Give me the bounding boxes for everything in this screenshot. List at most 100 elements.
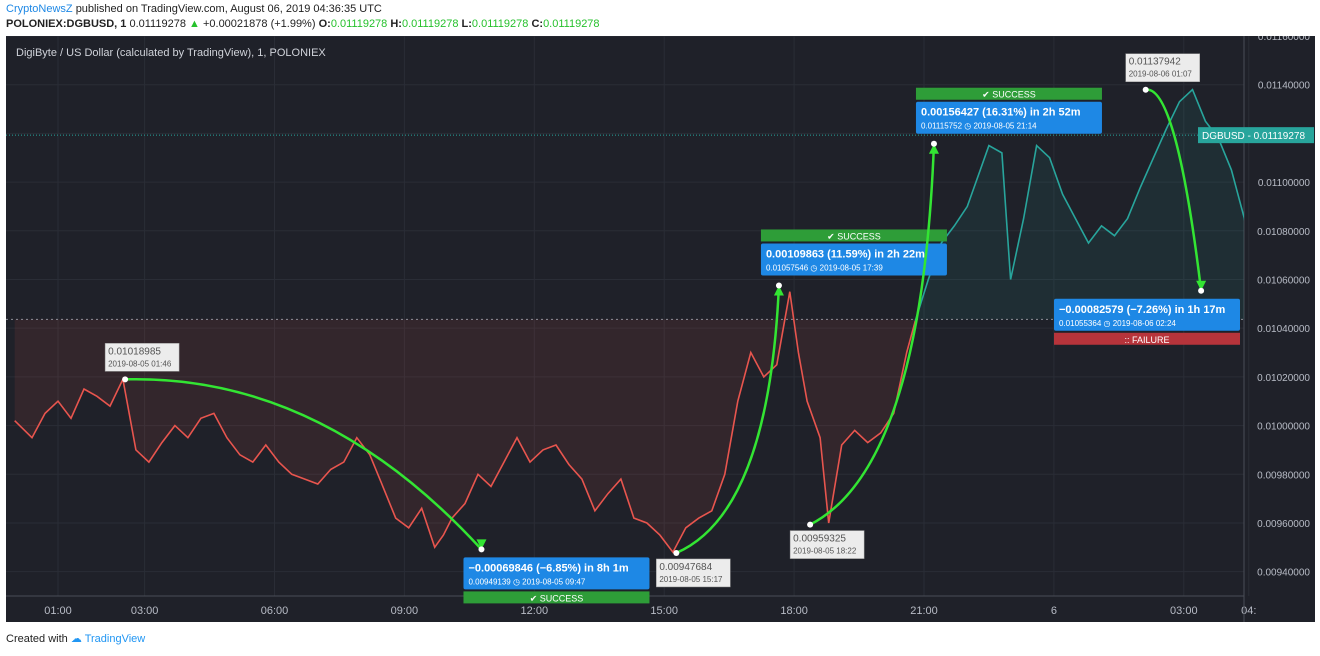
start-value-box <box>104 343 180 372</box>
close-label: C: <box>531 18 544 30</box>
chart-panel[interactable]: 0.011600000.011400000.011200000.01100000… <box>6 36 1315 622</box>
y-tick-label: 0.00980000 <box>1257 470 1310 481</box>
start-time-label: 2019-08-05 18:22 <box>793 547 857 556</box>
status-label: ✔ SUCCESS <box>982 90 1036 100</box>
start-point <box>1142 86 1149 93</box>
y-tick-label: 0.00960000 <box>1257 519 1310 530</box>
arrow-head <box>773 285 784 296</box>
start-value-box <box>656 558 731 588</box>
brand-link[interactable]: CryptoNewsZ <box>6 3 73 15</box>
change-label: 0.00156427 (16.31%) in 2h 52m <box>921 107 1081 119</box>
status-bar <box>1054 332 1240 345</box>
end-point <box>930 140 937 147</box>
end-value-label: 0.01055364 ◷ 2019-08-06 02:24 <box>1059 319 1176 328</box>
end-point <box>1198 287 1205 294</box>
x-tick-label: 21:00 <box>910 605 938 617</box>
start-time-label: 2019-08-05 15:17 <box>659 575 723 584</box>
y-tick-label: 0.01160000 <box>1258 36 1311 43</box>
change-label: 0.00109863 (11.59%) in 2h 22m <box>766 248 925 260</box>
y-tick-label: 0.01140000 <box>1258 81 1311 92</box>
end-point <box>775 282 782 289</box>
status-bar <box>760 229 947 242</box>
trend-arrow <box>809 143 936 526</box>
x-tick-label: 06:00 <box>261 605 289 617</box>
price-change: +0.00021878 (+1.99%) <box>202 18 316 30</box>
tradingview-logo-icon: ☁ <box>70 633 82 645</box>
end-value-label: 0.00949139 ◷ 2019-08-05 09:47 <box>468 577 585 586</box>
series-line-down <box>14 291 917 554</box>
low-label: L: <box>461 18 472 30</box>
change-label-box <box>760 243 947 276</box>
x-tick-label: 01:00 <box>44 605 72 617</box>
y-tick-label: 0.01020000 <box>1257 373 1310 384</box>
high-label: H: <box>390 18 402 30</box>
tradingview-link[interactable]: TradingView <box>84 633 146 645</box>
change-label-box <box>915 101 1102 134</box>
last-price-tag <box>1198 127 1314 144</box>
x-tick-label: 6 <box>1051 605 1057 617</box>
status-bar <box>463 591 650 604</box>
down-area <box>14 291 916 553</box>
change-label: −0.00069846 (−6.85%) in 8h 1m <box>468 562 628 574</box>
low-value: 0.01119278 <box>471 18 529 30</box>
x-tick-label: 18:00 <box>780 605 808 617</box>
start-value-label: 0.00947684 <box>659 562 712 573</box>
published-text: published on TradingView.com, August 06,… <box>75 3 382 15</box>
arrow-head <box>928 143 939 154</box>
change-label: −0.00082579 (−7.26%) in 1h 17m <box>1059 304 1226 316</box>
status-bar <box>915 87 1102 100</box>
price-chart[interactable]: 0.011600000.011400000.011200000.01100000… <box>6 36 1315 622</box>
high-value: 0.01119278 <box>401 18 459 30</box>
start-value-label: 0.01137942 <box>1129 57 1182 68</box>
start-point <box>673 549 680 556</box>
y-tick-label: 0.01000000 <box>1257 422 1310 433</box>
series-line-up <box>914 88 1244 322</box>
last-price-tag-label: DGBUSD - 0.01119278 <box>1202 131 1305 142</box>
start-time-label: 2019-08-06 01:07 <box>1129 70 1193 79</box>
start-point <box>122 376 129 383</box>
close-value: 0.01119278 <box>543 18 600 30</box>
x-tick-label: 04: <box>1241 605 1256 617</box>
arrow-head <box>476 539 487 550</box>
publish-header: CryptoNewsZ published on TradingView.com… <box>6 2 600 32</box>
open-value: 0.01119278 <box>330 18 388 30</box>
start-value-label: 0.00959325 <box>793 534 846 545</box>
start-value-box <box>789 530 865 559</box>
start-value-box <box>1125 53 1200 82</box>
chart-title: DigiByte / US Dollar (calculated by Trad… <box>16 47 326 59</box>
status-label: ✔ SUCCESS <box>827 231 881 241</box>
change-label-box <box>1054 298 1240 331</box>
start-value-label: 0.01018985 <box>108 346 161 357</box>
y-tick-label: 0.01080000 <box>1257 227 1310 238</box>
end-value-label: 0.01115752 ◷ 2019-08-05 21:14 <box>921 122 1037 131</box>
start-point <box>807 521 814 528</box>
last-price: 0.01119278 <box>129 18 186 30</box>
footer: Created with ☁ TradingView <box>6 632 145 645</box>
y-tick-label: 0.01040000 <box>1257 324 1310 335</box>
trend-arrow <box>675 285 781 555</box>
y-tick-label: 0.00940000 <box>1257 568 1310 579</box>
start-time-label: 2019-08-05 01:46 <box>108 359 172 368</box>
end-point <box>478 546 485 553</box>
up-triangle-icon: ▲ <box>189 18 200 30</box>
x-tick-label: 12:00 <box>521 605 549 617</box>
status-label: :: FAILURE <box>1124 335 1169 345</box>
y-tick-label: 0.01100000 <box>1258 178 1311 189</box>
trend-arrow <box>125 378 483 551</box>
symbol-label: POLONIEX:DGBUSD, 1 <box>6 18 127 30</box>
publish-line: CryptoNewsZ published on TradingView.com… <box>6 2 600 17</box>
created-with-text: Created with <box>6 633 68 645</box>
x-tick-label: 03:00 <box>1170 605 1198 617</box>
arrow-head <box>1196 280 1207 291</box>
open-label: O: <box>318 18 331 30</box>
up-area <box>915 89 1244 321</box>
x-tick-label: 15:00 <box>650 605 678 617</box>
ohlc-line: POLONIEX:DGBUSD, 1 0.01119278 ▲ +0.00021… <box>6 17 600 32</box>
trend-arrow <box>1145 88 1203 291</box>
status-label: ✔ SUCCESS <box>530 593 584 603</box>
y-tick-label: 0.01060000 <box>1257 275 1310 286</box>
x-tick-label: 09:00 <box>391 605 419 617</box>
x-tick-label: 03:00 <box>131 605 159 617</box>
end-value-label: 0.01057546 ◷ 2019-08-05 17:39 <box>766 263 883 272</box>
change-label-box <box>463 557 650 590</box>
